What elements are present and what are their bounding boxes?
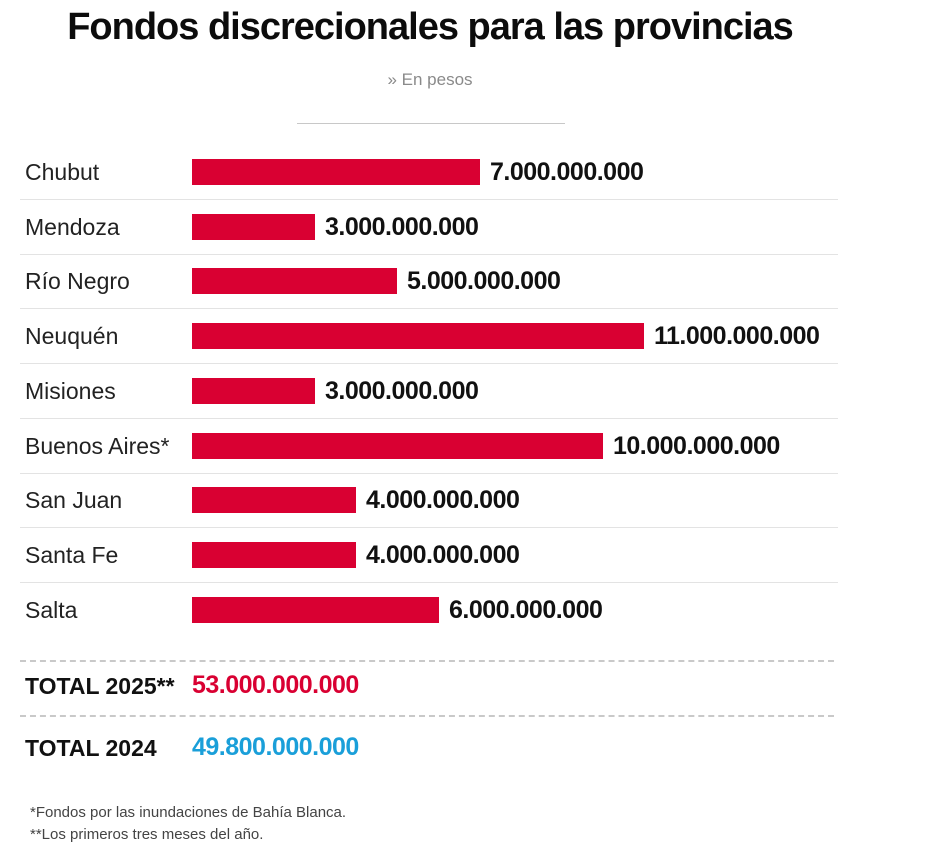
bar-value-label: 3.000.000.000	[325, 213, 479, 241]
category-label: Salta	[25, 597, 78, 623]
bar-value-label: 5.000.000.000	[407, 267, 561, 295]
bar-row: San Juan 4.000.000.000	[20, 473, 838, 527]
row-separator	[20, 199, 838, 200]
bar-row: Buenos Aires* 10.000.000.000	[20, 419, 838, 473]
footnote-months: **Los primeros tres meses del año.	[30, 826, 264, 843]
bar-row: Neuquén 11.000.000.000	[20, 309, 838, 363]
chart-title: Fondos discrecionales para las provincia…	[67, 6, 794, 48]
title-divider	[297, 123, 565, 124]
bar	[192, 268, 397, 294]
row-separator	[20, 308, 838, 309]
bar-row: Misiones 3.000.000.000	[20, 364, 838, 418]
bar-value-label: 3.000.000.000	[325, 377, 479, 405]
bar-row: Río Negro 5.000.000.000	[20, 254, 838, 308]
totals-divider-top	[20, 660, 834, 662]
row-separator	[20, 527, 838, 528]
row-separator	[20, 582, 838, 583]
bar-row: Salta 6.000.000.000	[20, 583, 838, 637]
total-2024-value: 49.800.000.000	[192, 733, 359, 761]
bar	[192, 214, 315, 240]
bar-value-label: 11.000.000.000	[654, 322, 820, 350]
bar	[192, 159, 480, 185]
bar-value-label: 6.000.000.000	[449, 596, 603, 624]
bar	[192, 597, 439, 623]
category-label: Misiones	[25, 378, 116, 404]
total-2025-label: TOTAL 2025**	[25, 673, 175, 699]
bar-value-label: 7.000.000.000	[490, 158, 644, 186]
chart-subtitle: » En pesos	[387, 70, 473, 89]
category-label: Santa Fe	[25, 542, 119, 568]
bar	[192, 323, 644, 349]
bar	[192, 433, 603, 459]
bar	[192, 487, 356, 513]
category-label: Buenos Aires*	[25, 433, 170, 459]
bar-value-label: 10.000.000.000	[613, 432, 780, 460]
category-label: Chubut	[25, 159, 100, 185]
row-separator	[20, 418, 838, 419]
bar-row: Mendoza 3.000.000.000	[20, 200, 838, 254]
footnote-flood: *Fondos por las inundaciones de Bahía Bl…	[30, 804, 347, 821]
bar-value-label: 4.000.000.000	[366, 486, 520, 514]
total-2025-value: 53.000.000.000	[192, 671, 359, 699]
category-label: Mendoza	[25, 214, 120, 240]
bar-value-label: 4.000.000.000	[366, 541, 520, 569]
category-label: Neuquén	[25, 323, 119, 349]
bar	[192, 542, 356, 568]
bar-row: Santa Fe 4.000.000.000	[20, 528, 838, 582]
row-separator	[20, 363, 838, 364]
totals-divider-middle	[20, 715, 834, 717]
bar-row: Chubut 7.000.000.000	[20, 145, 838, 199]
total-2024-label: TOTAL 2024	[25, 735, 157, 761]
category-label: Río Negro	[25, 268, 130, 294]
row-separator	[20, 473, 838, 474]
bar	[192, 378, 315, 404]
row-separator	[20, 254, 838, 255]
category-label: San Juan	[25, 487, 123, 513]
